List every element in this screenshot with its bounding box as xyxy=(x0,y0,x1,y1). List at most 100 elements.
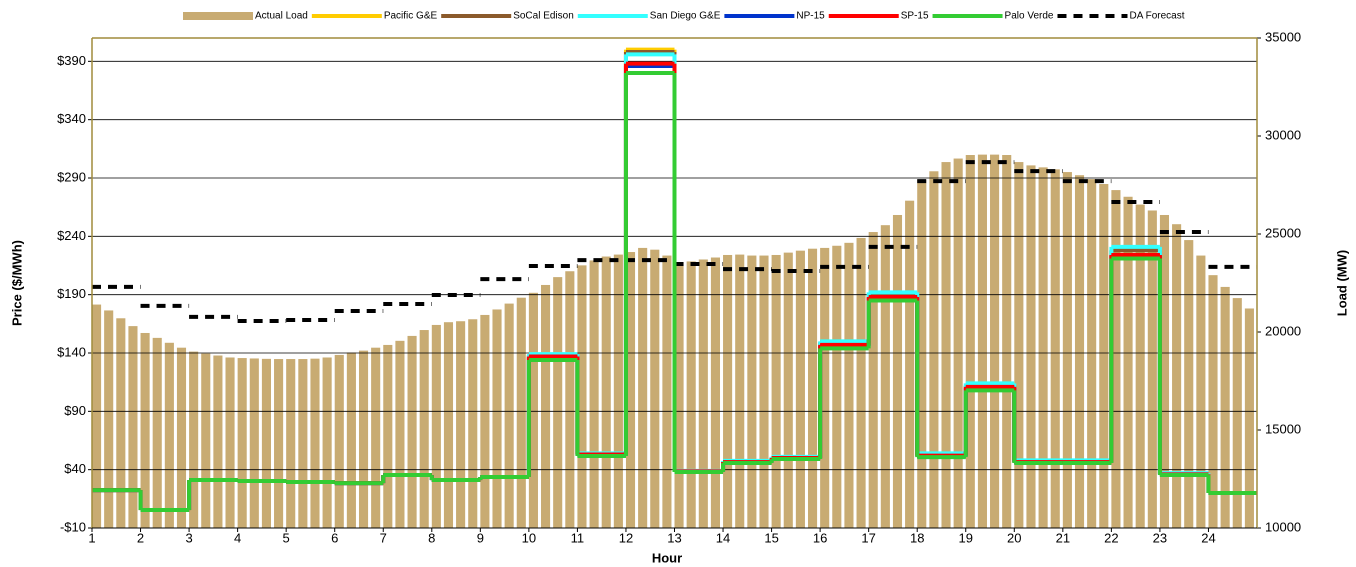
load-bar xyxy=(965,155,975,528)
load-bar xyxy=(613,254,623,528)
y2-tick-label: 20000 xyxy=(1265,323,1301,338)
load-bar xyxy=(638,247,648,528)
y-tick-label: $340 xyxy=(57,111,86,126)
load-bar xyxy=(516,297,526,528)
load-bar xyxy=(358,350,369,528)
load-bar xyxy=(140,332,150,528)
y2-tick-label: 25000 xyxy=(1265,225,1301,240)
load-bar xyxy=(249,358,259,528)
legend-label: SP-15 xyxy=(901,11,929,22)
y-tick-label: $140 xyxy=(57,344,86,359)
load-bar xyxy=(237,358,247,528)
x-tick-label: 18 xyxy=(910,530,924,545)
load-bar xyxy=(1050,169,1060,528)
x-tick-label: 5 xyxy=(283,530,290,545)
load-bar xyxy=(686,261,696,528)
load-bar xyxy=(1074,175,1085,528)
x-tick-label: 13 xyxy=(667,530,681,545)
load-bar xyxy=(104,310,114,528)
load-bars xyxy=(92,154,1254,529)
y-tick-label: $40 xyxy=(64,461,86,476)
load-bar xyxy=(504,303,514,528)
load-bar xyxy=(1123,196,1133,528)
load-bar xyxy=(771,254,781,529)
load-bar xyxy=(1087,179,1097,528)
y-tick-label: $390 xyxy=(57,53,86,68)
load-bar xyxy=(383,344,393,528)
load-bar xyxy=(1220,286,1230,528)
x-tick-label: 24 xyxy=(1201,530,1215,545)
x-tick-label: 6 xyxy=(331,530,338,545)
x-tick-label: 7 xyxy=(380,530,387,545)
load-bar xyxy=(152,337,162,528)
load-bar xyxy=(601,256,611,528)
load-bar xyxy=(577,265,587,528)
load-bar xyxy=(977,154,987,528)
load-bar xyxy=(868,232,878,529)
load-bar xyxy=(1208,275,1218,528)
load-bar xyxy=(856,237,866,529)
y2-tick-label: 10000 xyxy=(1265,519,1301,534)
x-tick-label: 14 xyxy=(716,530,730,545)
legend-item: Actual Load xyxy=(183,11,308,22)
load-bar xyxy=(662,255,672,528)
y-tick-label: $290 xyxy=(57,169,86,184)
load-bar xyxy=(1038,167,1048,529)
y-axis-title: Price ($/MWh) xyxy=(9,240,24,326)
x-tick-label: 8 xyxy=(428,530,435,545)
load-bar xyxy=(1232,298,1242,528)
load-bar xyxy=(1111,190,1121,528)
load-bar xyxy=(1244,308,1254,528)
x-tick-label: 15 xyxy=(764,530,778,545)
y-tick-label: $190 xyxy=(57,286,86,301)
legend-label: Actual Load xyxy=(255,11,308,22)
price-lines xyxy=(92,47,1257,513)
load-bar xyxy=(164,342,174,528)
load-bar xyxy=(783,252,793,528)
load-bar xyxy=(286,359,296,528)
load-bar xyxy=(589,260,599,528)
load-bar xyxy=(322,357,332,528)
load-bar xyxy=(807,248,818,528)
legend-label: Palo Verde xyxy=(1005,11,1054,22)
load-bar xyxy=(1184,240,1194,529)
load-bar xyxy=(528,292,538,528)
load-bar xyxy=(1147,210,1157,529)
load-bar xyxy=(625,252,636,529)
load-bar xyxy=(892,214,903,528)
load-bar xyxy=(735,254,745,528)
load-bar xyxy=(747,255,757,528)
load-bar xyxy=(407,335,417,528)
legend-label: NP-15 xyxy=(796,11,825,22)
load-bar xyxy=(443,322,454,528)
load-bar xyxy=(710,257,721,528)
load-bar xyxy=(1014,162,1024,528)
load-bar xyxy=(213,355,223,528)
y2-tick-label: 30000 xyxy=(1265,127,1301,142)
legend-item: SoCal Edison xyxy=(441,11,574,22)
load-bar xyxy=(905,200,915,528)
load-bar xyxy=(468,319,478,528)
load-bar xyxy=(1062,172,1072,528)
load-bar xyxy=(1196,255,1206,528)
load-bar xyxy=(953,158,963,529)
load-bar xyxy=(395,340,405,528)
load-bar xyxy=(480,314,490,528)
load-bar xyxy=(759,255,769,528)
legend-item: NP-15 xyxy=(724,11,825,22)
x-tick-label: 20 xyxy=(1007,530,1021,545)
x-tick-label: 1 xyxy=(88,530,95,545)
load-bar xyxy=(650,249,660,528)
load-bar xyxy=(92,304,102,528)
y2-tick-label: 15000 xyxy=(1265,421,1301,436)
x-axis-title: Hour xyxy=(652,550,682,565)
y-tick-label: $240 xyxy=(57,228,86,243)
load-bar xyxy=(371,347,381,528)
legend-label: Pacific G&E xyxy=(384,11,438,22)
load-bar xyxy=(201,353,211,528)
x-tick-label: 9 xyxy=(477,530,484,545)
x-tick-label: 3 xyxy=(185,530,192,545)
legend: Actual Load Pacific G&E SoCal Edison San Di… xyxy=(183,11,1185,22)
load-bar xyxy=(189,351,199,528)
